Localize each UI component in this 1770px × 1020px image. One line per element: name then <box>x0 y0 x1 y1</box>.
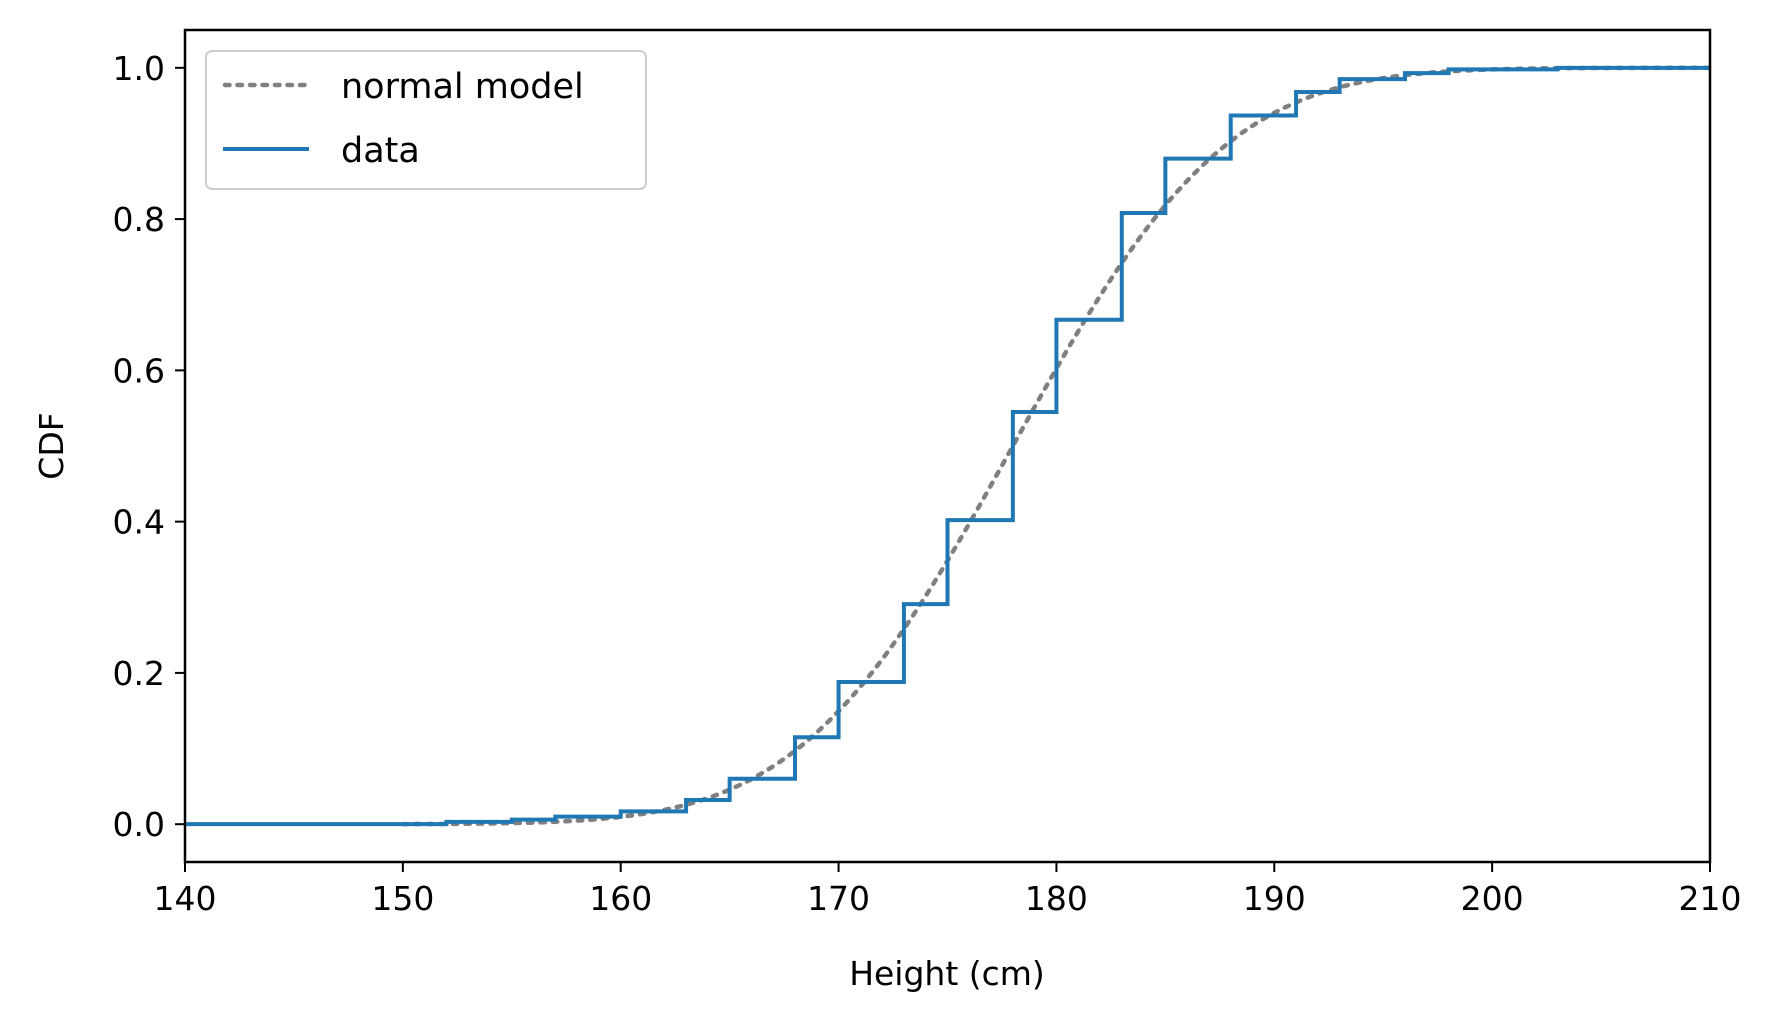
x-tick-label: 200 <box>1461 879 1524 918</box>
x-tick-label: 140 <box>154 879 217 918</box>
x-axis-label: Height (cm) <box>849 954 1045 993</box>
y-tick-label: 0.4 <box>113 503 165 542</box>
y-axis-label: CDF <box>32 412 71 479</box>
x-tick-label: 150 <box>371 879 434 918</box>
x-tick-label: 170 <box>807 879 870 918</box>
y-tick-label: 1.0 <box>113 49 165 88</box>
legend: normal model data <box>205 50 647 190</box>
legend-label-normal-model: normal model <box>341 67 584 107</box>
x-tick-label: 210 <box>1679 879 1742 918</box>
x-tick-label: 190 <box>1243 879 1306 918</box>
y-tick-label: 0.2 <box>113 654 165 693</box>
x-axis: 140 150 160 170 180 190 200 210 <box>154 862 1742 918</box>
legend-label-data: data <box>341 131 420 171</box>
legend-box <box>205 50 647 190</box>
y-tick-label: 0.8 <box>113 200 165 239</box>
x-tick-label: 180 <box>1025 879 1088 918</box>
series-line-data <box>185 65 1710 827</box>
y-tick-label: 0.6 <box>113 351 165 390</box>
x-tick-label: 160 <box>589 879 652 918</box>
data-layer <box>185 65 1713 827</box>
plot-frame <box>183 28 1712 864</box>
y-axis: 0.0 0.2 0.4 0.6 0.8 1.0 <box>113 49 185 844</box>
y-tick-label: 0.0 <box>113 805 165 844</box>
